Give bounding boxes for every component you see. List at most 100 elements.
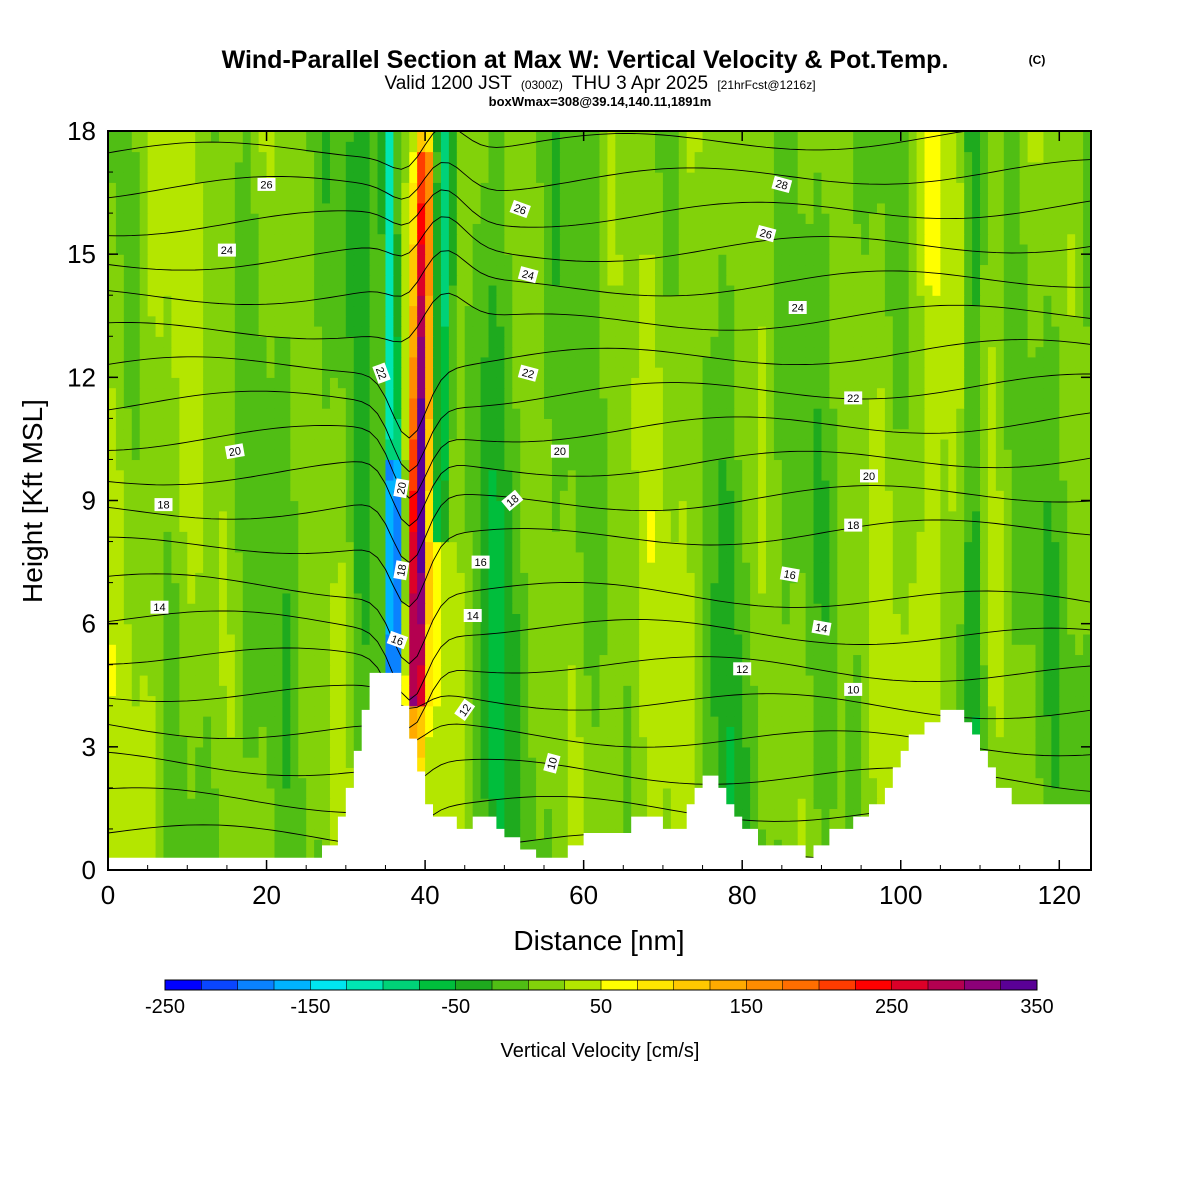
field-cell — [615, 664, 624, 676]
field-cell — [472, 572, 482, 584]
field-cell — [869, 695, 878, 707]
field-cell — [1019, 500, 1029, 512]
field-cell — [853, 644, 862, 656]
field-cell — [147, 685, 157, 697]
field-cell — [551, 746, 561, 758]
field-cell — [108, 767, 117, 779]
field-cell — [504, 623, 513, 635]
field-cell — [440, 613, 450, 625]
field-cell — [702, 500, 712, 512]
field-cell — [440, 531, 450, 543]
field-cell — [528, 695, 537, 707]
field-cell — [131, 459, 141, 471]
field-cell — [892, 459, 902, 471]
field-cell — [781, 746, 791, 758]
field-cell — [306, 818, 315, 830]
field-cell — [797, 592, 807, 604]
field-cell — [274, 490, 284, 502]
field-cell — [314, 510, 323, 522]
field-cell — [147, 818, 157, 830]
field-cell — [789, 787, 799, 799]
field-cell — [742, 674, 751, 686]
field-cell — [932, 705, 941, 717]
field-cell — [837, 623, 846, 635]
field-cell — [528, 613, 537, 625]
field-cell — [139, 582, 149, 594]
field-cell — [361, 572, 371, 584]
field-cell — [758, 787, 767, 799]
field-cell — [409, 541, 418, 553]
field-cell — [417, 531, 426, 543]
field-cell — [290, 572, 299, 584]
field-cell — [932, 695, 941, 707]
field-cell — [702, 521, 712, 532]
field-cell — [639, 613, 648, 625]
field-cell — [203, 818, 212, 830]
field-cell — [155, 736, 165, 748]
field-cell — [155, 541, 165, 553]
field-cell — [115, 572, 125, 584]
field-cell — [694, 726, 704, 738]
field-cell — [900, 500, 910, 512]
field-cell — [266, 685, 276, 697]
field-cell — [504, 521, 513, 532]
field-cell — [876, 674, 886, 686]
field-cell — [187, 736, 196, 748]
field-cell — [488, 572, 498, 584]
field-cell — [702, 592, 712, 604]
field-cell — [654, 767, 664, 779]
field-cell — [385, 582, 394, 594]
field-cell — [171, 521, 180, 532]
field-cell — [995, 623, 1005, 635]
field-cell — [242, 828, 252, 840]
field-cell — [290, 736, 299, 748]
field-cell — [472, 521, 482, 532]
field-cell — [607, 551, 616, 563]
field-cell — [781, 603, 791, 614]
field-cell — [266, 736, 276, 748]
field-cell — [631, 562, 640, 573]
field-cell — [583, 654, 593, 666]
field-cell — [155, 767, 165, 779]
field-cell — [345, 664, 355, 676]
field-cell — [290, 716, 299, 727]
field-cell — [591, 736, 601, 748]
field-cell — [401, 551, 410, 563]
field-cell — [980, 562, 989, 573]
field-cell — [987, 664, 997, 676]
field-cell — [544, 613, 553, 625]
field-cell — [139, 798, 149, 810]
field-cell — [567, 777, 577, 789]
chart-subtitle-box: boxWmax=308@39.14,140.11,1891m — [489, 94, 712, 109]
field-cell — [647, 685, 656, 697]
field-cell — [520, 767, 529, 779]
field-cell — [242, 818, 252, 830]
field-cell — [314, 644, 323, 656]
field-cell — [876, 572, 886, 584]
field-cell — [781, 726, 791, 738]
field-cell — [282, 582, 291, 594]
field-cell — [551, 469, 561, 481]
field-cell — [322, 479, 331, 491]
field-cell — [861, 787, 870, 799]
field-cell — [995, 613, 1005, 625]
field-cell — [1043, 674, 1052, 686]
field-cell — [575, 613, 585, 625]
field-cell — [869, 531, 878, 543]
field-cell — [282, 828, 291, 840]
field-cell — [488, 787, 498, 799]
field-cell — [187, 449, 196, 461]
field-cell — [314, 562, 323, 573]
field-cell — [1011, 562, 1021, 573]
field-cell — [282, 449, 291, 461]
field-cell — [583, 562, 593, 573]
field-cell — [266, 777, 276, 789]
field-cell — [670, 551, 680, 563]
field-cell — [551, 849, 561, 861]
field-cell — [1083, 541, 1091, 553]
field-cell — [1051, 654, 1060, 666]
field-cell — [1035, 521, 1045, 532]
field-cell — [1043, 603, 1052, 614]
field-cell — [678, 767, 688, 779]
